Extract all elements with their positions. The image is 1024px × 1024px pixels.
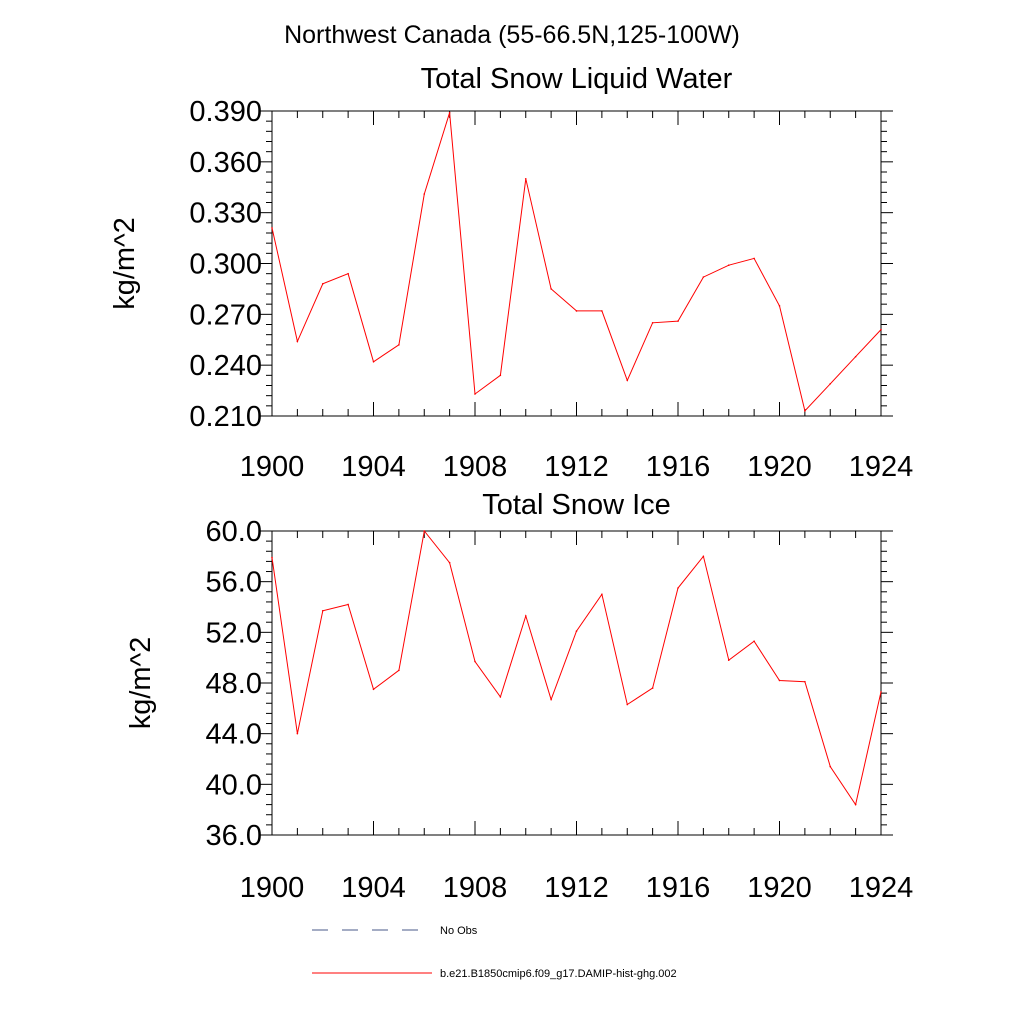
x-tick-label: 1904 — [341, 451, 406, 483]
x-tick-label: 1916 — [646, 451, 711, 483]
y-tick-label: 0.270 — [189, 299, 262, 331]
y-axis-label: kg/m^2 — [125, 637, 157, 730]
data-point — [804, 410, 806, 412]
data-point — [651, 322, 654, 324]
x-tick-label: 1908 — [443, 451, 508, 483]
x-tick-label: 1912 — [544, 872, 609, 904]
data-point — [702, 276, 705, 278]
data-point — [829, 383, 832, 385]
data-point — [778, 679, 781, 682]
y-tick-label: 0.240 — [189, 350, 262, 382]
data-point — [423, 530, 426, 532]
y-tick-label: 0.390 — [189, 96, 262, 128]
data-point — [575, 630, 578, 632]
data-point — [651, 687, 654, 689]
chart-panel-snow-ice: Total Snow Ice 1900 1904 1908 1912 1916 1920 19… — [125, 489, 913, 904]
legend-item-no-obs: No Obs — [312, 925, 478, 937]
data-point — [677, 587, 679, 589]
figure-suptitle: Northwest Canada (55-66.5N,125-100W) — [284, 21, 740, 49]
data-point — [804, 680, 806, 683]
data-point — [423, 193, 426, 195]
plot-frame — [271, 530, 882, 836]
data-point — [474, 660, 476, 663]
data-point — [524, 177, 527, 180]
data-point — [372, 360, 375, 363]
data-point — [880, 691, 882, 693]
data-point — [448, 561, 451, 564]
x-tick-label: 1900 — [240, 872, 305, 904]
y-tick-label: 0.210 — [189, 401, 262, 433]
data-point — [271, 556, 273, 559]
x-tick-label: 1916 — [646, 872, 711, 904]
y-tick-label: 0.300 — [189, 249, 262, 281]
x-tick-label: 1924 — [849, 451, 914, 483]
plot-frame — [271, 110, 882, 417]
legend-label-model-run: b.e21.B1850cmip6.f09_g17.DAMIP-hist-ghg.… — [440, 968, 677, 980]
data-point — [778, 305, 781, 307]
data-point — [474, 393, 476, 395]
data-point — [296, 732, 299, 735]
series-line — [271, 529, 882, 806]
x-tick-label: 1908 — [443, 872, 508, 904]
chart-panel-snow-liquid-water: Total Snow Liquid Water 1900 1904 1908 1912 1… — [109, 63, 913, 483]
data-point — [601, 593, 603, 596]
data-point — [448, 111, 451, 114]
data-point — [575, 310, 578, 312]
data-point — [550, 698, 552, 701]
data-point — [321, 283, 324, 285]
legend-item-model-run: b.e21.B1850cmip6.f09_g17.DAMIP-hist-ghg.… — [312, 968, 677, 980]
y-tick-label: 52.0 — [206, 617, 262, 649]
x-tick-label: 1924 — [849, 872, 914, 904]
data-point — [347, 603, 349, 606]
y-tick-label: 36.0 — [206, 820, 262, 852]
chart-title: Total Snow Liquid Water — [421, 63, 733, 95]
x-tick-label: 1904 — [341, 872, 406, 904]
data-point — [601, 310, 603, 312]
y-tick-label: 0.360 — [189, 147, 262, 179]
data-point — [347, 272, 349, 275]
data-point — [271, 227, 273, 229]
data-point — [727, 659, 730, 661]
data-point — [854, 803, 857, 806]
data-point — [626, 703, 629, 706]
data-point — [829, 765, 832, 768]
y-tick-label: 60.0 — [206, 516, 262, 548]
y-axis-label: kg/m^2 — [109, 217, 141, 310]
data-point — [753, 640, 755, 642]
y-tick-label: 44.0 — [206, 719, 262, 751]
data-point — [372, 688, 375, 691]
data-point — [550, 288, 552, 290]
x-tick-label: 1912 — [544, 451, 609, 483]
data-point — [499, 374, 502, 377]
data-point — [296, 340, 299, 343]
data-point — [626, 379, 629, 382]
series-line — [271, 112, 882, 412]
data-point — [880, 328, 882, 331]
chart-title: Total Snow Ice — [482, 489, 671, 521]
data-point — [702, 555, 705, 558]
data-point — [524, 615, 527, 617]
x-tick-label: 1900 — [240, 451, 305, 483]
x-tick-label: 1920 — [747, 872, 812, 904]
data-point — [854, 355, 857, 358]
legend-label-no-obs: No Obs — [440, 925, 478, 937]
data-point — [677, 320, 679, 322]
data-point — [398, 669, 400, 672]
legend: No Obs b.e21.B1850cmip6.f09_g17.DAMIP-hi… — [312, 925, 677, 980]
data-point — [499, 696, 502, 698]
y-tick-label: 0.330 — [189, 198, 262, 230]
data-point — [753, 257, 755, 260]
x-tick-label: 1920 — [747, 451, 812, 483]
y-tick-label: 40.0 — [206, 769, 262, 801]
data-point — [727, 264, 730, 266]
y-tick-label: 56.0 — [206, 567, 262, 599]
data-point — [398, 344, 400, 346]
data-point — [321, 610, 324, 612]
y-tick-label: 48.0 — [206, 668, 262, 700]
